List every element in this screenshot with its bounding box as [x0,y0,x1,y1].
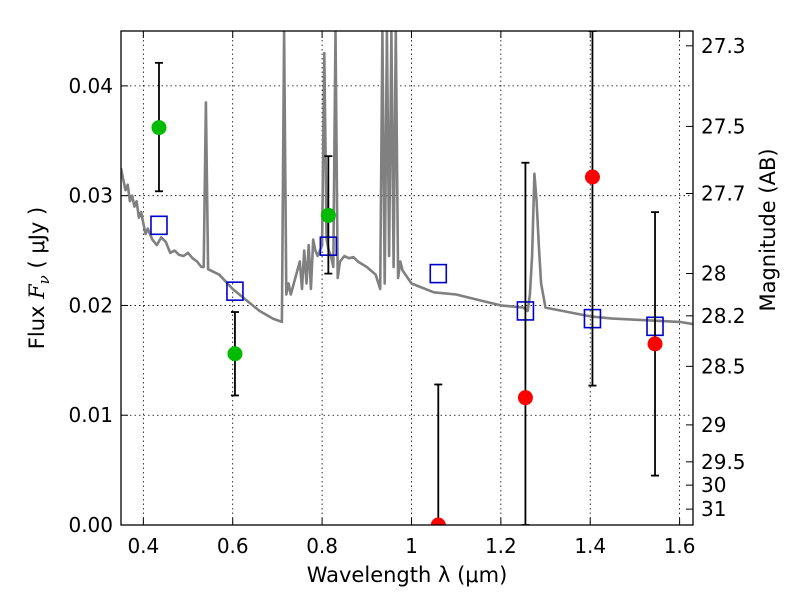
magnitude-tick-label-9: 31 [701,497,726,521]
y-axis-label-symbol: F [25,283,49,300]
y-axis-label-subscript: ν [35,275,53,284]
x-tick-label-6: 1.6 [664,534,696,558]
model-band-squares [150,215,664,337]
x-tick-label-2: 0.8 [306,534,338,558]
magnitude-tick-label-8: 30 [701,473,726,497]
green-point-1 [227,346,243,362]
x-tick-label-5: 1.4 [574,534,606,558]
y-tick-label-4: 0.04 [68,74,113,98]
x-tick-label-1: 0.6 [217,534,249,558]
magnitude-tick-label-4: 28.2 [701,304,746,328]
red-point-3 [647,336,663,352]
magnitude-tick-label-5: 28.5 [701,354,746,378]
y-axis-label-suffix: ( μJy ) [25,207,49,275]
magnitude-tick-label-2: 27.7 [701,181,746,205]
error-bars [154,31,660,525]
y-axis-ticks: 0.00 0.01 0.02 0.03 0.04 [68,74,128,537]
plot-frame [120,30,694,526]
red-point-2 [584,169,600,185]
magnitude-axis-label: Magnitude (AB) [756,148,780,311]
y-axis-label: Flux Fν ( μJy ) [25,207,53,349]
magnitude-tick-label-6: 29 [701,413,726,437]
x-tick-label-0: 0.4 [127,534,159,558]
model-spectrum-line [121,31,693,326]
y-tick-label-2: 0.02 [68,293,113,317]
x-tick-label-3: 1 [405,534,418,558]
photometry-points [151,120,663,525]
x-tick-label-4: 1.2 [485,534,517,558]
y-tick-label-0: 0.00 [68,513,113,537]
magnitude-tick-label-7: 29.5 [701,450,746,474]
green-point-2 [320,207,336,223]
y-tick-label-1: 0.01 [68,403,113,427]
red-point-1 [517,390,533,406]
green-point-0 [151,120,167,136]
model-band-square-1 [226,281,244,301]
magnitude-tick-label-3: 28 [701,262,726,286]
magnitude-tick-label-1: 27.5 [701,114,746,138]
model-band-square-0 [150,215,168,236]
red-point-0 [430,517,446,525]
magnitude-tick-label-0: 27.3 [701,34,746,58]
y-tick-label-3: 0.03 [68,184,113,208]
x-axis-ticks: 0.4 0.6 0.8 1 1.2 1.4 1.6 [127,31,696,558]
model-spectrum-layer [121,31,693,326]
x-axis-label: Wavelength λ (μm) [307,563,508,587]
y-axis-label-prefix: Flux [25,299,49,349]
model-band-square-3 [429,263,448,284]
